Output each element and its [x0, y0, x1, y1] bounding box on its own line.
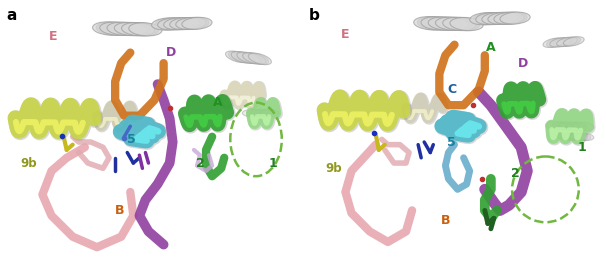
- Ellipse shape: [158, 18, 188, 30]
- Ellipse shape: [446, 17, 479, 31]
- Text: C: C: [447, 83, 456, 96]
- Ellipse shape: [553, 37, 574, 47]
- Ellipse shape: [242, 109, 261, 117]
- Ellipse shape: [558, 133, 576, 140]
- Text: a: a: [6, 8, 16, 23]
- Ellipse shape: [96, 22, 130, 35]
- Ellipse shape: [248, 53, 271, 65]
- Ellipse shape: [228, 51, 251, 63]
- Ellipse shape: [494, 12, 524, 24]
- Ellipse shape: [559, 122, 580, 130]
- Ellipse shape: [576, 133, 594, 140]
- Ellipse shape: [436, 17, 468, 30]
- Ellipse shape: [561, 133, 579, 140]
- Ellipse shape: [443, 17, 476, 31]
- Text: A: A: [486, 41, 496, 54]
- Ellipse shape: [225, 51, 248, 63]
- Ellipse shape: [104, 22, 136, 35]
- Ellipse shape: [491, 12, 521, 24]
- Ellipse shape: [566, 122, 587, 131]
- Ellipse shape: [231, 52, 255, 63]
- Ellipse shape: [564, 37, 584, 46]
- Text: A: A: [213, 96, 223, 109]
- Ellipse shape: [482, 12, 512, 24]
- Ellipse shape: [247, 109, 265, 117]
- Ellipse shape: [439, 17, 472, 31]
- Ellipse shape: [122, 23, 155, 36]
- Text: 9b: 9b: [21, 156, 37, 170]
- Text: 2: 2: [511, 167, 519, 180]
- Ellipse shape: [425, 17, 458, 30]
- Ellipse shape: [564, 133, 582, 140]
- Ellipse shape: [450, 17, 483, 31]
- Ellipse shape: [567, 133, 585, 140]
- Ellipse shape: [161, 18, 191, 30]
- Ellipse shape: [479, 13, 509, 24]
- Ellipse shape: [485, 12, 515, 24]
- Ellipse shape: [100, 22, 133, 35]
- Ellipse shape: [476, 13, 506, 25]
- Ellipse shape: [167, 18, 197, 30]
- Ellipse shape: [107, 22, 140, 36]
- Text: B: B: [115, 204, 124, 217]
- Ellipse shape: [170, 18, 200, 30]
- Ellipse shape: [182, 17, 212, 29]
- Text: 9b: 9b: [325, 162, 342, 175]
- Text: E: E: [341, 28, 350, 41]
- Ellipse shape: [557, 37, 578, 47]
- Ellipse shape: [256, 109, 274, 117]
- Text: 5: 5: [447, 135, 456, 149]
- Ellipse shape: [93, 22, 126, 35]
- Ellipse shape: [245, 53, 268, 64]
- Ellipse shape: [128, 23, 162, 36]
- Ellipse shape: [470, 13, 500, 25]
- Ellipse shape: [155, 18, 185, 30]
- Ellipse shape: [573, 122, 594, 131]
- Ellipse shape: [488, 12, 518, 24]
- Ellipse shape: [560, 37, 581, 46]
- Ellipse shape: [543, 38, 564, 47]
- Ellipse shape: [125, 23, 158, 36]
- Text: 1: 1: [268, 156, 277, 170]
- Ellipse shape: [414, 17, 447, 30]
- Ellipse shape: [545, 122, 567, 130]
- Ellipse shape: [111, 22, 144, 36]
- Text: E: E: [48, 30, 58, 43]
- Ellipse shape: [421, 17, 454, 30]
- Ellipse shape: [418, 17, 451, 30]
- Ellipse shape: [152, 18, 182, 30]
- Ellipse shape: [573, 133, 591, 140]
- Text: 1: 1: [578, 141, 586, 154]
- Text: D: D: [518, 57, 528, 70]
- Ellipse shape: [240, 52, 263, 64]
- Ellipse shape: [179, 17, 209, 29]
- Text: 2: 2: [196, 156, 204, 170]
- Ellipse shape: [497, 12, 527, 24]
- Ellipse shape: [242, 53, 265, 64]
- Ellipse shape: [234, 52, 257, 63]
- Ellipse shape: [118, 23, 151, 36]
- Text: b: b: [309, 8, 320, 23]
- Ellipse shape: [550, 38, 570, 47]
- Ellipse shape: [428, 17, 461, 30]
- Text: B: B: [441, 214, 450, 227]
- Text: D: D: [166, 46, 176, 59]
- Ellipse shape: [570, 133, 588, 140]
- Ellipse shape: [432, 17, 465, 30]
- Ellipse shape: [173, 18, 203, 29]
- Ellipse shape: [237, 52, 260, 64]
- Ellipse shape: [251, 109, 270, 117]
- Ellipse shape: [261, 109, 279, 117]
- Ellipse shape: [115, 22, 147, 36]
- Ellipse shape: [552, 122, 573, 130]
- Ellipse shape: [473, 13, 503, 25]
- Ellipse shape: [547, 38, 567, 47]
- Ellipse shape: [500, 12, 530, 24]
- Ellipse shape: [164, 18, 194, 30]
- Text: 5: 5: [127, 133, 136, 146]
- Ellipse shape: [176, 17, 206, 29]
